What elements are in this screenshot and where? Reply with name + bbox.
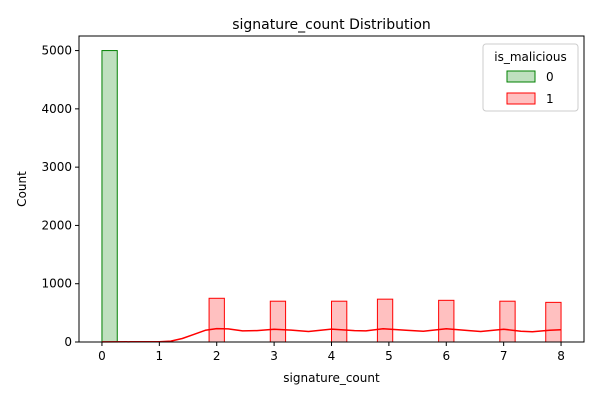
legend-label-0: 0 (546, 70, 554, 84)
histogram-bar-0-0 (101, 50, 118, 343)
legend-label-1: 1 (546, 92, 554, 106)
x-axis-label: signature_count (283, 371, 380, 385)
bars-layer (101, 50, 562, 343)
legend-swatch-1 (506, 92, 536, 105)
x-tick-label: 4 (328, 349, 336, 363)
x-tick-label: 1 (156, 349, 164, 363)
histogram-bar-1-5 (499, 300, 516, 343)
y-tick-label: 2000 (41, 218, 72, 232)
x-tick-label: 5 (385, 349, 393, 363)
chart-title: signature_count Distribution (232, 17, 431, 33)
y-tick-label: 1000 (41, 277, 72, 291)
x-tick-label: 7 (500, 349, 508, 363)
y-axis-label: Count (15, 171, 29, 207)
x-tick-label: 8 (557, 349, 565, 363)
histogram-bar-1-1 (269, 300, 287, 343)
x-tick-label: 6 (442, 349, 450, 363)
histogram-bar-1-2 (331, 300, 348, 343)
x-axis-ticks: 0 1 2 3 4 5 6 7 8 (98, 342, 565, 363)
x-tick-label: 2 (213, 349, 221, 363)
legend-swatch-0 (506, 70, 536, 83)
histogram-bar-1-3 (376, 298, 394, 343)
y-tick-label: 0 (64, 335, 72, 349)
legend-title: is_malicious (494, 50, 566, 64)
y-tick-label: 4000 (41, 102, 72, 116)
histogram-bar-1-0 (208, 297, 225, 343)
y-tick-label: 3000 (41, 160, 72, 174)
histogram-bar-1-6 (545, 301, 562, 343)
histogram-bar-1-4 (438, 299, 455, 343)
kde-line-1 (101, 327, 562, 343)
legend: is_malicious 0 1 (482, 43, 579, 112)
kde-layer (101, 327, 562, 343)
y-axis-ticks: 0 1000 2000 3000 4000 5000 (41, 44, 79, 349)
x-tick-label: 3 (270, 349, 278, 363)
x-tick-label: 0 (98, 349, 106, 363)
y-tick-label: 5000 (41, 44, 72, 58)
